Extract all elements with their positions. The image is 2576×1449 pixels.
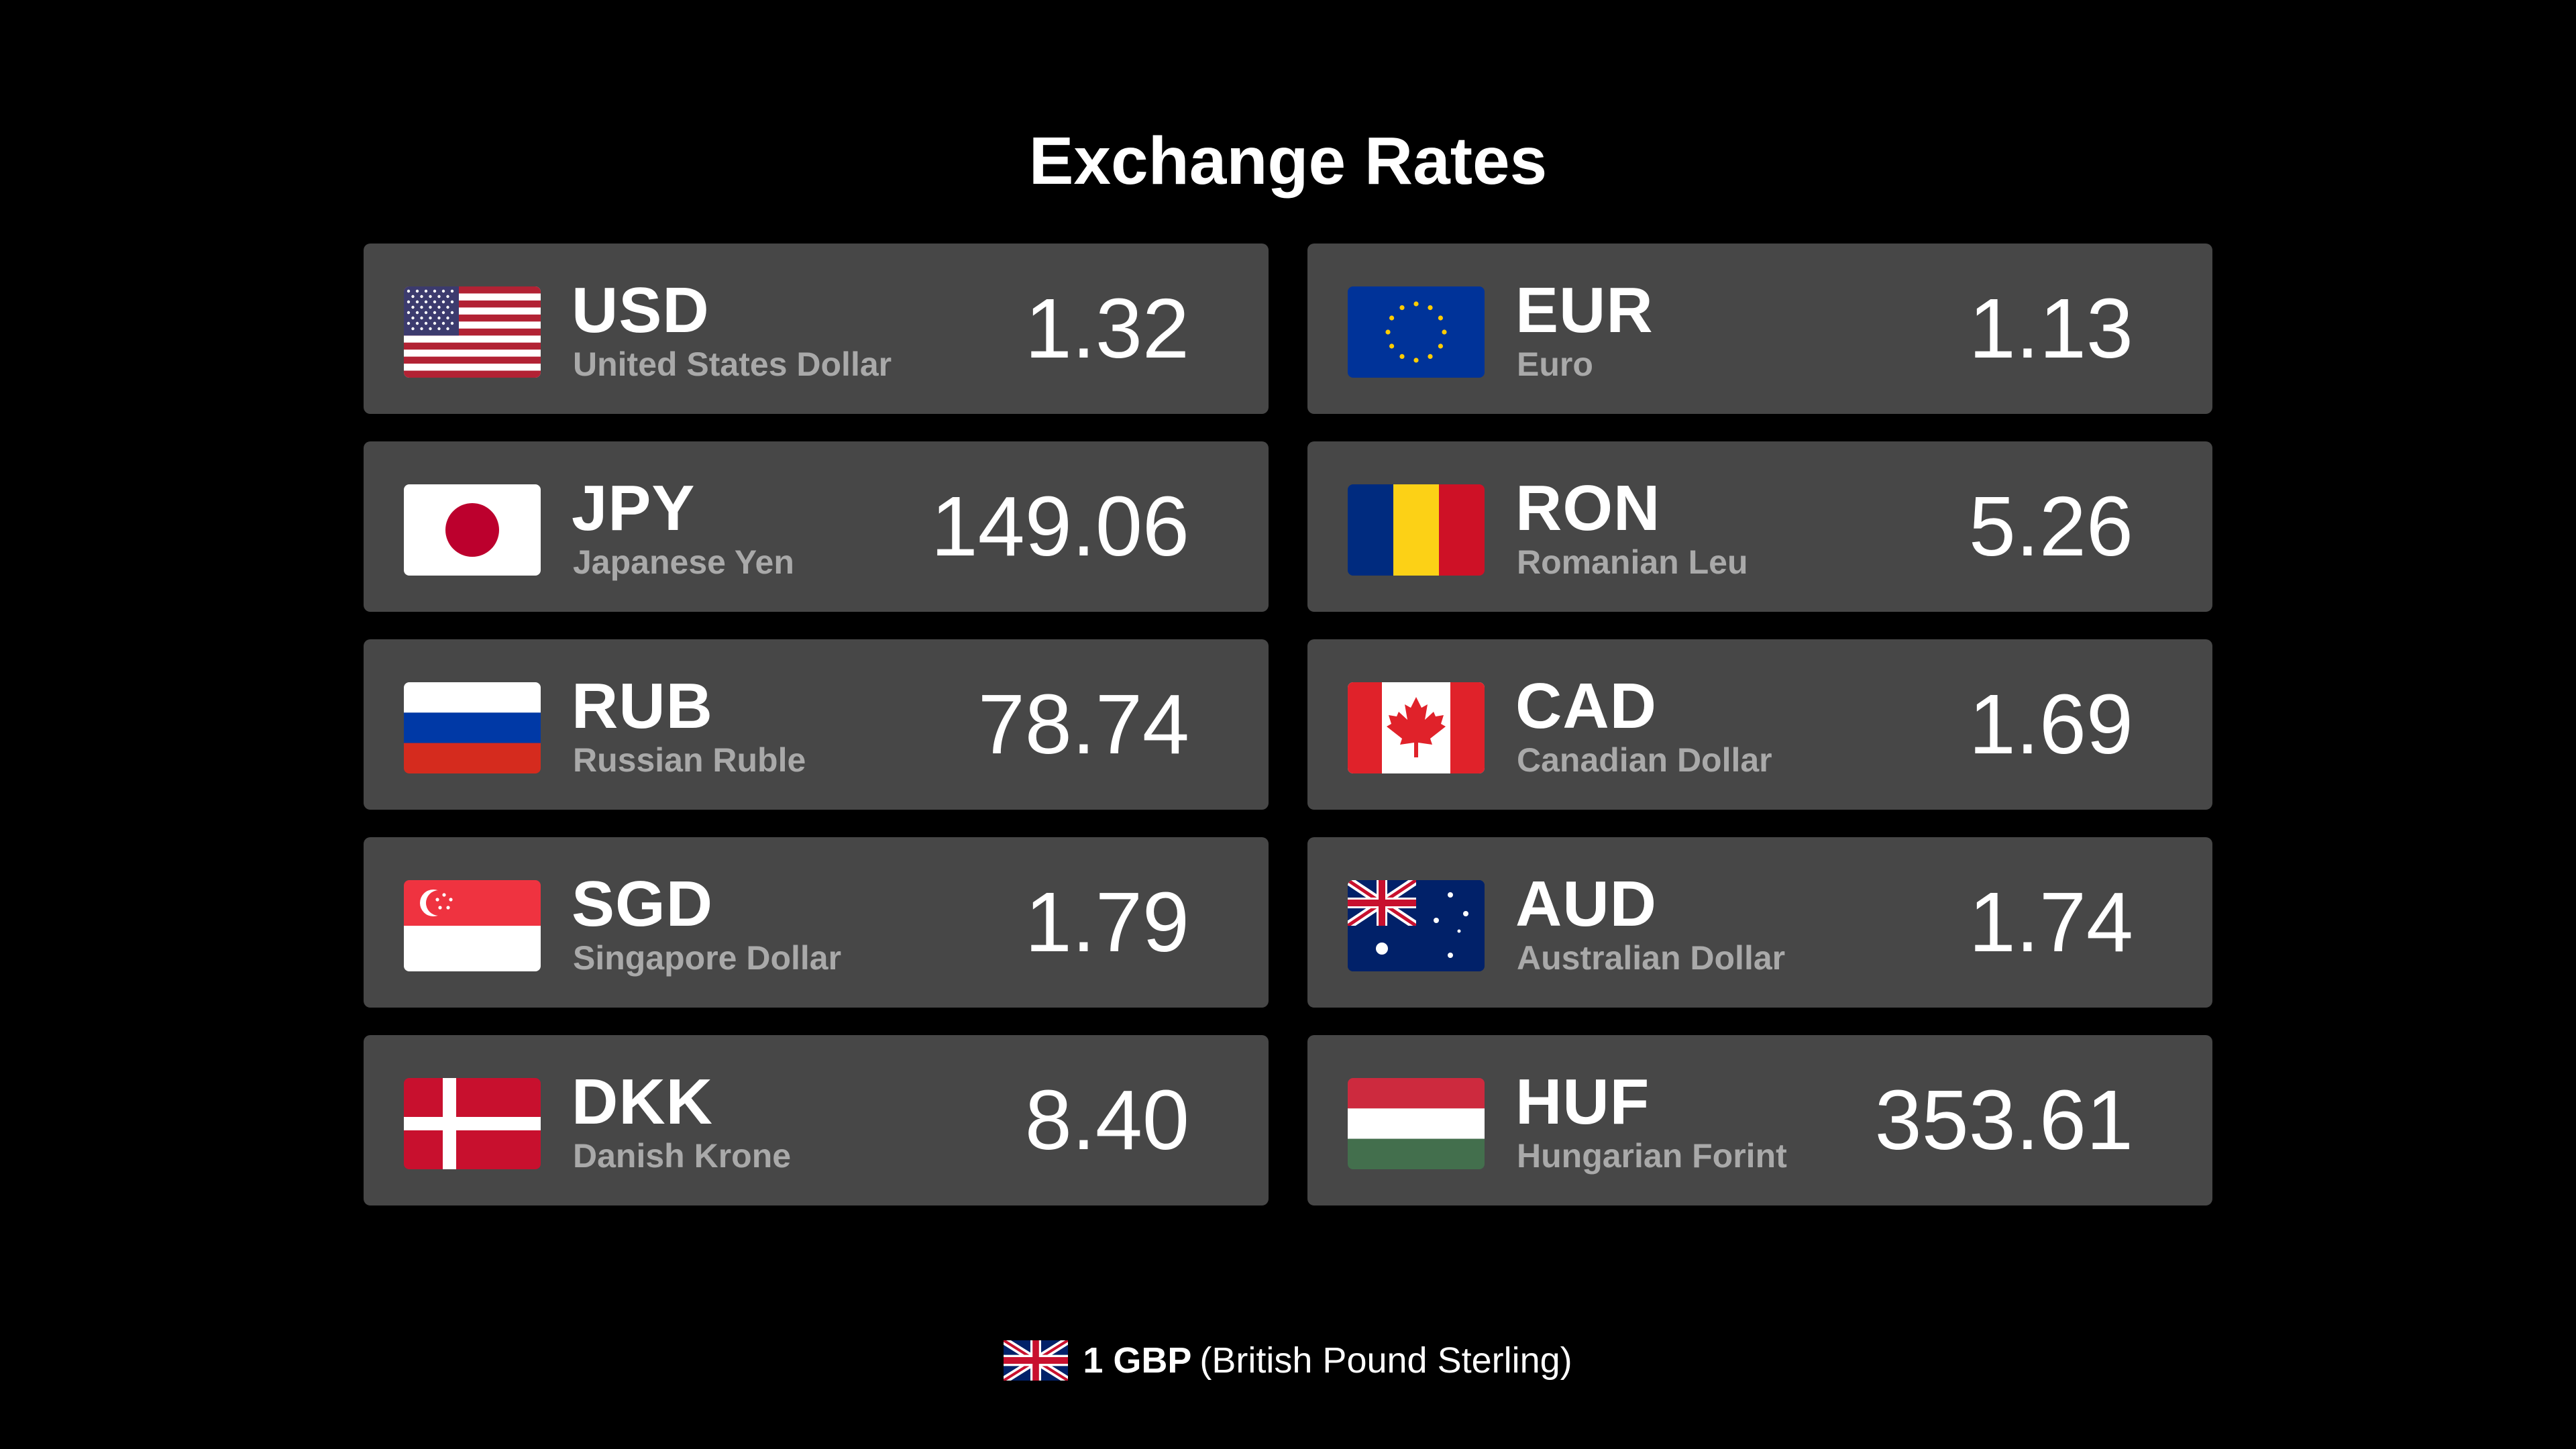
us-flag-icon (404, 286, 541, 378)
currency-rate: 5.26 (1968, 479, 2133, 574)
rate-card-aud: AUD Australian Dollar 1.74 (1307, 837, 2212, 1008)
rate-card-dkk: DKK Danish Krone 8.40 (364, 1035, 1269, 1205)
currency-name: Japanese Yen (573, 543, 794, 581)
base-currency-footer: 1 GBP (British Pound Sterling) (0, 1339, 2576, 1382)
currency-code: DKK (572, 1066, 713, 1138)
currency-rate: 8.40 (1024, 1073, 1189, 1167)
currency-code: AUD (1515, 868, 1657, 940)
currency-name: United States Dollar (573, 345, 892, 383)
currency-rate: 149.06 (930, 479, 1189, 574)
currency-rate: 78.74 (977, 677, 1189, 771)
dk-flag-icon (404, 1078, 541, 1169)
ro-flag-icon (1348, 484, 1485, 576)
base-currency-description: (British Pound Sterling) (1199, 1340, 1572, 1381)
currency-name: Danish Krone (573, 1137, 792, 1175)
ru-flag-icon (404, 682, 541, 773)
currency-rate: 1.79 (1024, 875, 1189, 969)
gb-flag-icon (1004, 1340, 1069, 1381)
currency-code: RON (1515, 472, 1661, 544)
currency-name: Russian Ruble (573, 741, 806, 779)
currency-code: CAD (1515, 670, 1657, 742)
au-flag-icon (1348, 880, 1485, 971)
rate-card-jpy: JPY Japanese Yen 149.06 (364, 441, 1269, 612)
sg-flag-icon (404, 880, 541, 971)
rate-card-sgd: SGD Singapore Dollar 1.79 (364, 837, 1269, 1008)
base-currency-amount: 1 GBP (1083, 1340, 1192, 1381)
rate-card-rub: RUB Russian Ruble 78.74 (364, 639, 1269, 810)
currency-rate: 1.32 (1024, 281, 1189, 376)
rates-grid: USD United States Dollar 1.32 (364, 244, 2212, 1205)
currency-name: Romanian Leu (1517, 543, 1748, 581)
rate-card-cad: CAD Canadian Dollar 1.69 (1307, 639, 2212, 810)
currency-name: Hungarian Forint (1517, 1137, 1787, 1175)
currency-name: Singapore Dollar (573, 939, 842, 977)
currency-rate: 353.61 (1874, 1073, 2133, 1167)
currency-code: JPY (572, 472, 696, 544)
ca-flag-icon (1348, 682, 1485, 773)
currency-code: RUB (572, 670, 713, 742)
currency-rate: 1.13 (1968, 281, 2133, 376)
page-title: Exchange Rates (1028, 123, 1548, 199)
currency-name: Euro (1517, 345, 1593, 383)
currency-code: EUR (1515, 274, 1654, 346)
currency-rate: 1.69 (1968, 677, 2133, 771)
hu-flag-icon (1348, 1078, 1485, 1169)
rate-card-huf: HUF Hungarian Forint 353.61 (1307, 1035, 2212, 1205)
rate-card-eur: EUR Euro 1.13 (1307, 244, 2212, 414)
rate-card-ron: RON Romanian Leu 5.26 (1307, 441, 2212, 612)
currency-code: HUF (1515, 1066, 1650, 1138)
eu-flag-icon (1348, 286, 1485, 378)
currency-rate: 1.74 (1968, 875, 2133, 969)
rate-card-usd: USD United States Dollar 1.32 (364, 244, 1269, 414)
currency-name: Canadian Dollar (1517, 741, 1772, 779)
jp-flag-icon (404, 484, 541, 576)
currency-name: Australian Dollar (1517, 939, 1786, 977)
currency-code: USD (572, 274, 710, 346)
currency-code: SGD (572, 868, 714, 940)
